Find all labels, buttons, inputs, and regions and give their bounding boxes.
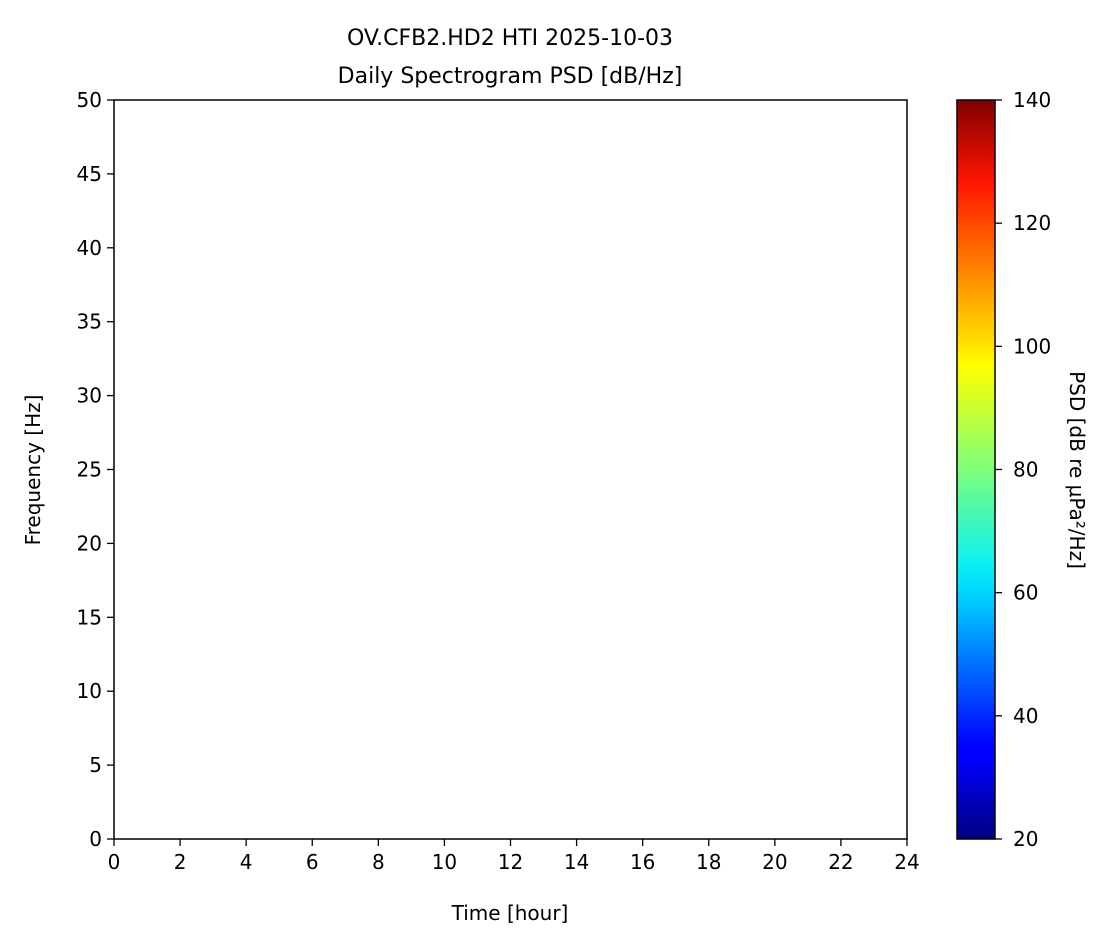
y-tick-label: 30 (77, 384, 102, 408)
y-tick-label: 5 (89, 753, 102, 777)
y-axis-ticks: 0 5 10 15 20 25 30 35 40 45 50 (77, 88, 114, 851)
x-tick-label: 4 (240, 850, 253, 874)
colorbar-tick-label: 40 (1013, 704, 1038, 728)
colorbar-tick-label: 80 (1013, 458, 1038, 482)
colorbar-tick-label: 20 (1013, 827, 1038, 851)
plot-area (113, 99, 908, 840)
y-tick-label: 10 (77, 679, 102, 703)
chart-title: OV.CFB2.HD2 HTI 2025-10-03 (347, 26, 673, 51)
x-tick-label: 18 (696, 850, 721, 874)
colorbar-tick-label: 140 (1013, 88, 1051, 112)
colorbar (956, 99, 996, 840)
x-tick-label: 2 (174, 850, 187, 874)
x-tick-label: 24 (894, 850, 919, 874)
colorbar-tick-label: 60 (1013, 581, 1038, 605)
colorbar-tick-label: 100 (1013, 334, 1051, 358)
x-tick-label: 6 (306, 850, 319, 874)
y-tick-label: 50 (77, 88, 102, 112)
y-tick-label: 35 (77, 310, 102, 334)
colorbar-tick-label: 120 (1013, 211, 1051, 235)
x-axis-label: Time [hour] (451, 901, 569, 925)
y-tick-label: 0 (89, 827, 102, 851)
y-tick-label: 40 (77, 236, 102, 260)
x-tick-label: 0 (108, 850, 121, 874)
x-tick-label: 8 (372, 850, 385, 874)
y-tick-label: 20 (77, 531, 102, 555)
x-tick-label: 12 (498, 850, 523, 874)
x-tick-label: 20 (762, 850, 787, 874)
x-axis-ticks: 0 2 4 6 8 10 12 14 16 18 20 22 24 (108, 839, 920, 874)
y-tick-label: 15 (77, 605, 102, 629)
x-tick-label: 16 (630, 850, 655, 874)
x-tick-label: 10 (432, 850, 457, 874)
y-tick-label: 25 (77, 458, 102, 482)
y-tick-label: 45 (77, 162, 102, 186)
x-tick-label: 14 (564, 850, 589, 874)
colorbar-ticks: 20 40 60 80 100 120 140 (995, 88, 1051, 851)
colorbar-label: PSD [dB re μPa²/Hz] (1065, 371, 1089, 569)
chart-subtitle: Daily Spectrogram PSD [dB/Hz] (338, 64, 683, 89)
y-axis-label: Frequency [Hz] (21, 395, 45, 546)
x-tick-label: 22 (828, 850, 853, 874)
